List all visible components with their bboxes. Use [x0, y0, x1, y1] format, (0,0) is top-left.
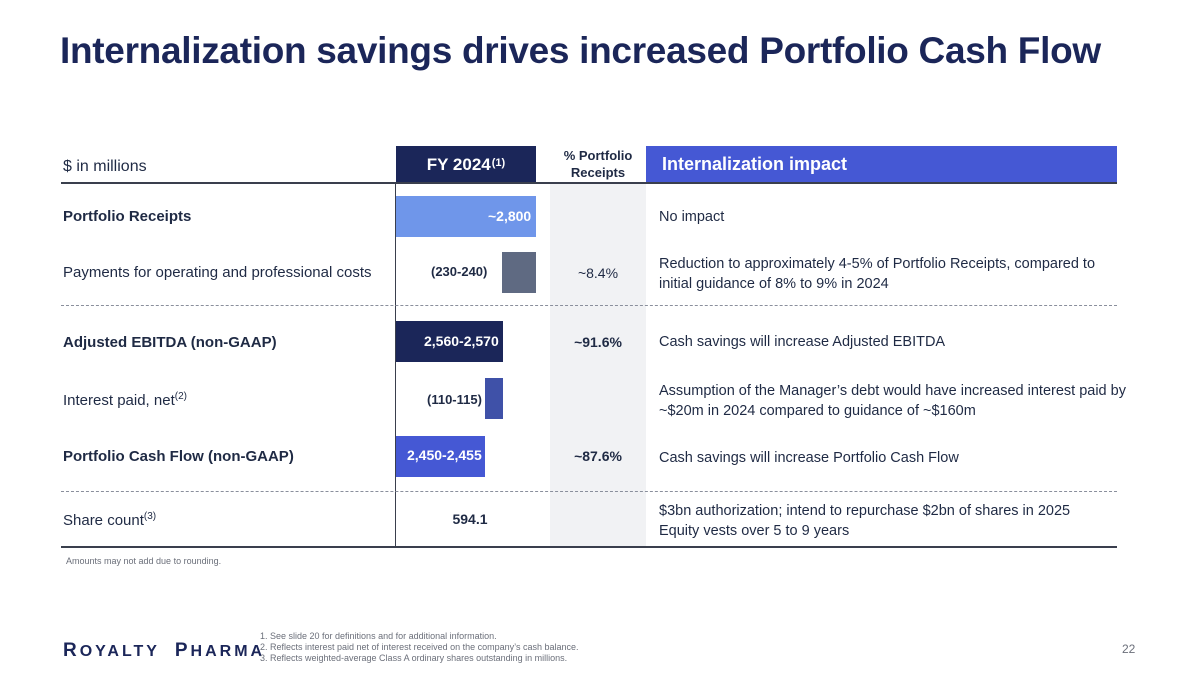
pct-column-background — [550, 184, 646, 547]
rounding-note: Amounts may not add due to rounding. — [66, 556, 222, 566]
bar-axis-line — [395, 184, 396, 547]
fy-2024-header: FY 2024 (1) — [396, 146, 536, 183]
footnote-2: Reflects interest paid net of interest r… — [270, 642, 579, 653]
pct-adjusted-ebitda: ~91.6% — [574, 334, 622, 350]
impact-share-count-line2: Equity vests over 5 to 9 years — [659, 523, 850, 539]
internalization-impact-header: Internalization impact — [646, 146, 1117, 183]
impact-operating-costs: Reduction to approximately 4-5% of Portf… — [659, 254, 1095, 294]
bar-operating-costs — [502, 252, 536, 293]
row-label-portfolio-cash-flow: Portfolio Cash Flow (non-GAAP) — [63, 448, 294, 465]
table-bottom-line — [61, 546, 1117, 548]
footnote-1: See slide 20 for definitions and for add… — [270, 631, 579, 642]
row-label-interest-paid: Interest paid, net(2) — [63, 391, 187, 409]
value-adjusted-ebitda: 2,560-2,570 — [424, 333, 499, 349]
pct-receipts-header: % Portfolio Receipts — [550, 147, 646, 181]
row-label-operating-costs: Payments for operating and professional … — [63, 264, 372, 281]
row-label-portfolio-receipts: Portfolio Receipts — [63, 208, 192, 225]
dashed-divider — [61, 491, 1117, 492]
row-label-adjusted-ebitda: Adjusted EBITDA (non-GAAP) — [63, 334, 277, 351]
fy-footnote-ref: (1) — [491, 156, 506, 169]
pct-header-line1: % Portfolio — [563, 148, 633, 163]
value-portfolio-receipts: ~2,800 — [488, 208, 532, 224]
interest-label-text: Interest paid, net — [63, 392, 175, 409]
impact-interest-paid-line1: Assumption of the Manager’s debt would h… — [659, 383, 1126, 399]
pct-header-line2: Receipts — [570, 165, 626, 180]
footnote-3: Reflects weighted-average Class A ordina… — [270, 653, 579, 664]
share-count-footnote-ref: (3) — [143, 511, 157, 522]
impact-operating-costs-line1: Reduction to approximately 4-5% of Portf… — [659, 256, 1096, 272]
bar-portfolio-cash-flow — [396, 436, 485, 477]
pct-portfolio-cash-flow: ~87.6% — [574, 448, 622, 464]
page-title: Internalization savings drives increased… — [60, 30, 1101, 71]
value-operating-costs: (230-240) — [431, 264, 488, 279]
units-label: $ in millions — [63, 158, 147, 175]
bar-interest-paid — [485, 378, 503, 419]
dashed-divider — [61, 305, 1117, 306]
impact-interest-paid: Assumption of the Manager’s debt would h… — [659, 381, 1126, 421]
row-label-share-count: Share count(3) — [63, 511, 156, 529]
impact-portfolio-cash-flow: Cash savings will increase Portfolio Cas… — [659, 450, 959, 466]
pct-operating-costs: ~8.4% — [577, 265, 619, 281]
footnotes-list: See slide 20 for definitions and for add… — [256, 631, 579, 664]
impact-interest-paid-line2: ~$20m in 2024 compared to guidance of ~$… — [659, 403, 976, 419]
impact-portfolio-receipts: No impact — [659, 209, 725, 225]
bar-portfolio-receipts — [396, 196, 536, 237]
value-portfolio-cash-flow: 2,450-2,455 — [407, 447, 482, 463]
value-share-count: 594.1 — [452, 511, 488, 527]
impact-share-count: $3bn authorization; intend to repurchase… — [659, 501, 1070, 541]
impact-operating-costs-line2: initial guidance of 8% to 9% in 2024 — [659, 276, 889, 292]
share-count-label-text: Share count — [63, 512, 144, 529]
interest-footnote-ref: (2) — [174, 391, 187, 402]
value-interest-paid: (110-115) — [427, 392, 482, 407]
fy-2024-label: FY 2024 — [426, 154, 491, 174]
impact-share-count-line1: $3bn authorization; intend to repurchase… — [659, 503, 1071, 519]
impact-adjusted-ebitda: Cash savings will increase Adjusted EBIT… — [659, 334, 946, 350]
royalty-pharma-logo: ROYALTY PHARMA — [63, 640, 266, 661]
header-divider — [61, 182, 1117, 184]
page-number: 22 — [1122, 642, 1136, 656]
bar-adjusted-ebitda — [396, 321, 503, 362]
